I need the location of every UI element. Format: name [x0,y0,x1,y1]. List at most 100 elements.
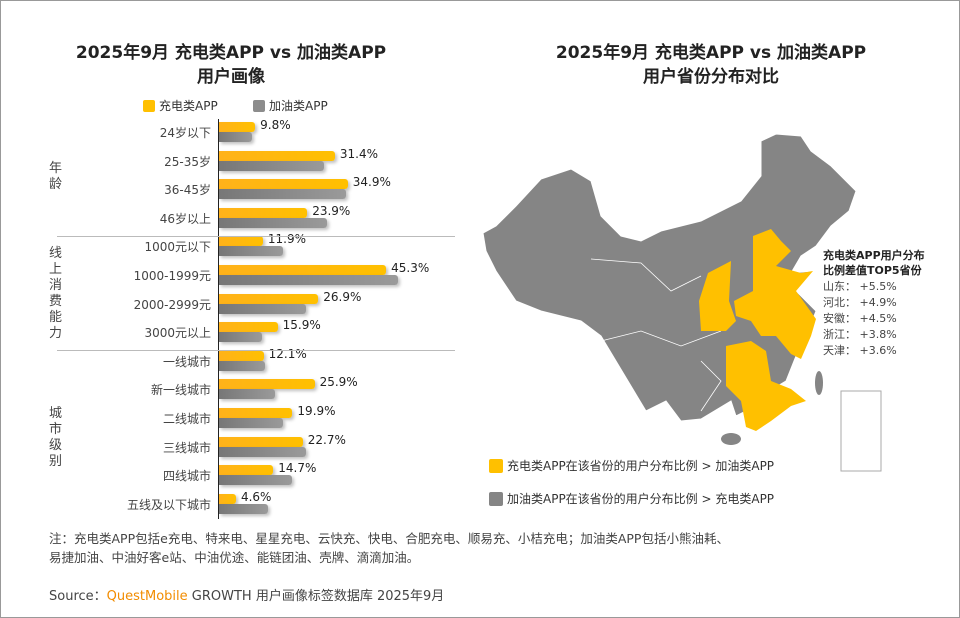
source-detail: GROWTH 用户画像标签数据库 2025年9月 [187,589,445,604]
bar-charging [219,493,236,504]
bar-fuel [219,189,347,200]
bar-fuel [219,360,266,371]
top5-title-line1: 充电类APP用户分布 [823,249,925,262]
category-label: 2000-2999元 [133,297,211,312]
south-sea-inset [840,390,882,472]
category-label: 新一线城市 [150,383,211,398]
data-label: 25.9% [319,375,358,390]
right-title-line1: 2025年9月 充电类APP vs 加油类APP [555,43,867,63]
data-label: 4.6% [240,489,272,504]
group-label-city: 城市级别 [49,406,63,469]
category-label: 24岁以下 [159,126,211,140]
map-region-north-east-cluster [734,229,816,359]
footnote-line2: 易捷加油、中油好客e站、中油优途、能链团油、壳牌、滴滴加油。 [49,550,420,565]
category-label: 3000元以上 [144,326,211,341]
bar-charging [219,465,274,476]
category-label: 46岁以上 [159,211,211,226]
bar-fuel [219,446,307,457]
bar-fuel [219,503,269,514]
data-label: 34.9% [352,175,391,190]
top5-item: 天津： +3.6% [823,344,897,357]
map-hainan [721,433,741,445]
map-legend-charging: 充电类APP在该省份的用户分布比例 > 加油类APP [489,457,774,474]
category-label: 一线城市 [162,354,211,369]
legend-charging: 充电类APP [143,97,218,114]
bar-fuel [219,132,253,142]
bar-charging [219,322,278,333]
bar-fuel [219,389,276,400]
top5-item: 山东： +5.5% [823,280,897,293]
top5-title: 充电类APP用户分布 比例差值TOP5省份 [823,248,925,278]
category-label: 1000-1999元 [133,269,211,283]
bar-charging [219,436,303,447]
data-label: 45.3% [391,261,430,275]
bar-fuel [219,332,263,343]
bar-fuel [219,418,284,428]
data-label: 31.4% [339,146,378,161]
source-brand: QuestMobile [106,589,188,604]
group-label-consumption: 线上消费能力 [49,246,63,341]
map-taiwan [815,371,823,395]
data-label: 22.7% [307,432,346,447]
data-label: 19.9% [297,404,336,418]
bar-charging [219,150,335,161]
bar-charging [219,379,315,390]
map-legend-label-yellow: 充电类APP在该省份的用户分布比例 > 加油类APP [507,459,775,473]
bar-fuel [219,217,328,228]
map-region-shaanxi [699,261,736,331]
map-legend-swatch-yellow [489,458,503,473]
right-title-line2: 用户省份分布对比 [643,67,779,87]
bar-charging [219,265,387,275]
category-label: 1000元以下 [144,240,211,255]
group-divider [57,236,455,237]
legend-label-fuel: 加油类APP [269,99,328,113]
data-label: 23.9% [312,203,351,218]
data-label: 9.8% [260,118,291,132]
bar-charging [219,350,264,361]
top5-title-line2: 比例差值TOP5省份 [823,264,922,277]
legend-fuel: 加油类APP [253,97,328,114]
bar-charging [219,408,293,418]
category-label: 三线城市 [162,440,211,455]
bar-fuel [219,275,399,285]
bar-fuel [219,475,293,486]
top5-item: 安徽： +4.5% [823,312,897,325]
data-label: 15.9% [282,318,321,333]
top5-item: 浙江： +3.8% [823,328,897,341]
data-label: 11.9% [267,232,307,247]
left-title-line2: 用户画像 [197,67,265,87]
map-region-hunan-guangdong [726,341,806,431]
left-title-line1: 2025年9月 充电类APP vs 加油类APP [75,43,387,63]
category-label: 五线及以下城市 [126,497,211,512]
footnote: 注：充电类APP包括e充电、特来电、星星充电、云快充、快电、合肥充电、顺易充、小… [49,529,729,567]
axis-line [218,119,219,519]
data-label: 26.9% [323,289,362,304]
bar-fuel [219,160,324,171]
bar-charging [219,179,348,190]
bar-charging [219,122,256,132]
top5-list: 山东： +5.5% 河北： +4.9% 安徽： +4.5% 浙江： +3.8% 天津： … [823,279,897,359]
right-title: 2025年9月 充电类APP vs 加油类APP 用户省份分布对比 [491,41,931,89]
legend-swatch-charging [143,99,155,112]
legend-label-charging: 充电类APP [159,99,218,113]
data-label: 14.7% [278,461,317,476]
category-label: 二线城市 [162,412,211,426]
bar-fuel [219,246,284,257]
map-legend-fuel: 加油类APP在该省份的用户分布比例 > 充电类APP [489,490,774,507]
group-divider [57,350,455,351]
category-label: 36-45岁 [164,183,211,198]
bar-charging [219,207,308,218]
bar-fuel [219,303,306,314]
source: Source：QuestMobile GROWTH 用户画像标签数据库 2025… [49,585,444,604]
bar-charging [219,236,263,247]
legend-swatch-fuel [253,99,265,112]
map-legend-label-gray: 加油类APP在该省份的用户分布比例 > 充电类APP [507,492,775,506]
left-title: 2025年9月 充电类APP vs 加油类APP 用户画像 [21,41,441,89]
map-legend-swatch-gray [489,491,503,506]
category-label: 25-35岁 [164,154,211,169]
footnote-line1: 注：充电类APP包括e充电、特来电、星星充电、云快充、快电、合肥充电、顺易充、小… [49,531,729,546]
source-prefix: Source： [49,589,107,604]
category-label: 四线城市 [162,469,211,484]
